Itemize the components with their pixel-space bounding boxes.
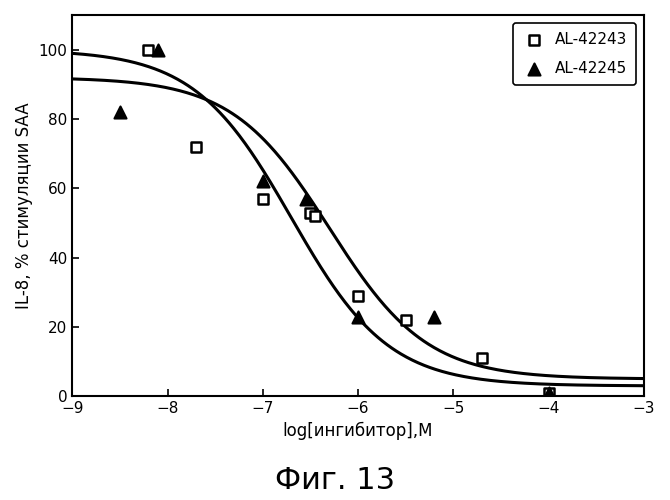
AL-42243: [305, 208, 316, 216]
AL-42245: [543, 389, 554, 397]
Text: Фиг. 13: Фиг. 13: [275, 466, 395, 495]
X-axis label: log[ингибитор],М: log[ингибитор],М: [283, 422, 433, 440]
AL-42243: [310, 212, 320, 220]
AL-42245: [429, 312, 440, 320]
AL-42243: [476, 354, 487, 362]
AL-42243: [543, 389, 554, 397]
Legend: AL-42243, AL-42245: AL-42243, AL-42245: [513, 22, 636, 84]
AL-42245: [257, 178, 268, 186]
AL-42245: [352, 312, 363, 320]
AL-42245: [153, 46, 163, 54]
AL-42243: [143, 46, 154, 54]
AL-42245: [115, 108, 125, 116]
AL-42243: [191, 142, 202, 150]
AL-42243: [257, 194, 268, 202]
AL-42243: [352, 292, 363, 300]
AL-42243: [400, 316, 411, 324]
AL-42245: [300, 194, 311, 202]
Y-axis label: IL-8, % стимуляции SAA: IL-8, % стимуляции SAA: [15, 102, 33, 309]
